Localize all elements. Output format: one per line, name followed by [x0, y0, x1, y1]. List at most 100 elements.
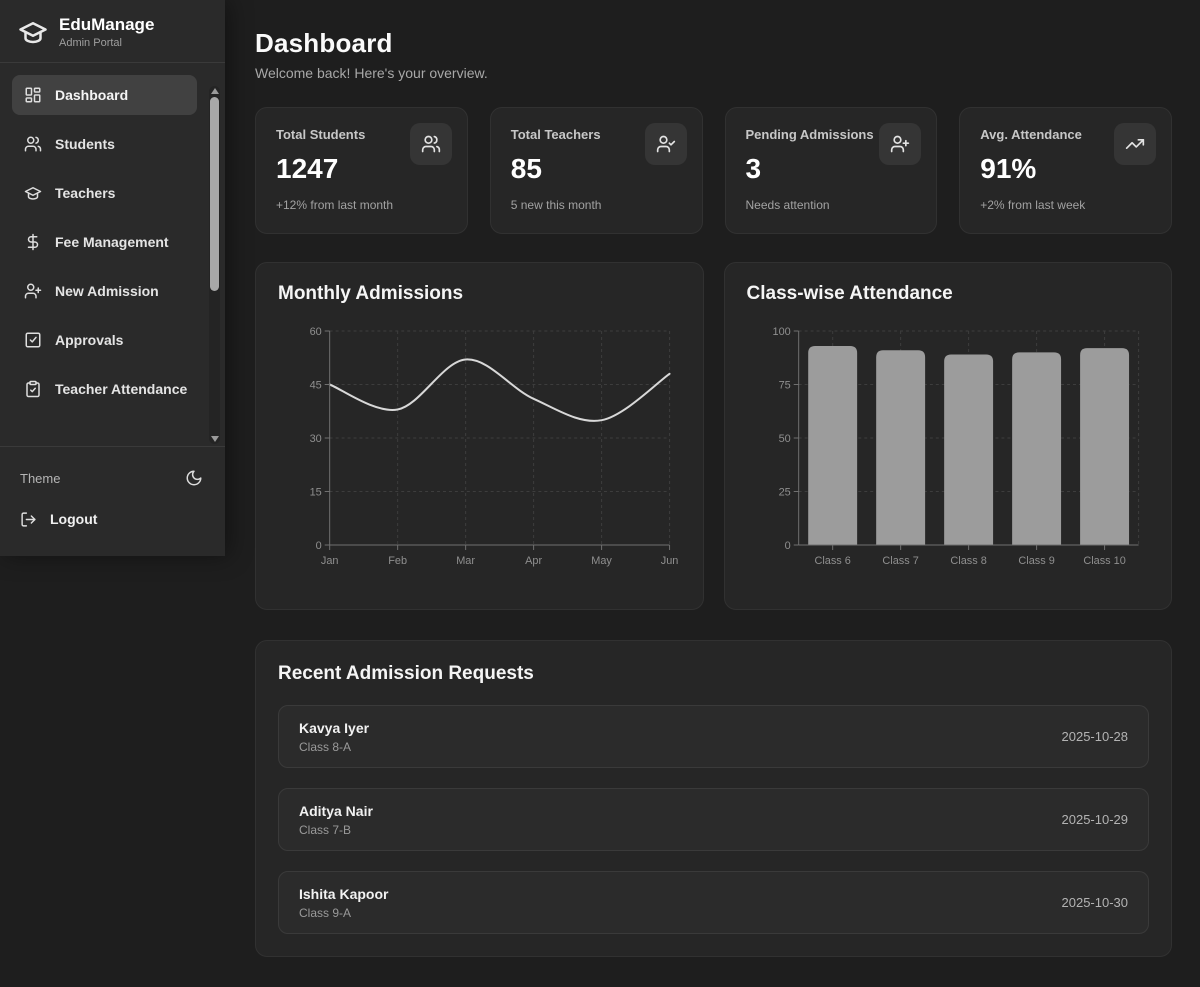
request-date: 2025-10-28	[1061, 729, 1129, 744]
svg-text:Class 9: Class 9	[1018, 555, 1054, 567]
main-content: Dashboard Welcome back! Here's your over…	[225, 0, 1200, 957]
sidebar-item-label: Dashboard	[55, 86, 129, 103]
user-check-icon	[644, 123, 687, 165]
svg-text:May: May	[591, 555, 612, 567]
theme-row: Theme	[20, 463, 205, 493]
layout-dashboard-icon	[24, 86, 42, 104]
stat-note: +12% from last month	[276, 198, 394, 212]
page-title: Dashboard	[255, 28, 393, 58]
svg-text:Mar: Mar	[456, 555, 475, 567]
stat-note: 5 new this month	[510, 198, 602, 212]
stat-label: Total Students	[276, 127, 366, 142]
app-subtitle: Admin Portal	[59, 36, 122, 49]
stat-card-total-students: Total Students 1247 +12% from last month	[255, 107, 468, 234]
logout-button[interactable]: Logout	[20, 503, 205, 535]
graduation-cap-icon	[24, 184, 42, 202]
svg-text:30: 30	[310, 433, 322, 445]
theme-toggle-button[interactable]	[183, 467, 205, 489]
svg-text:0: 0	[784, 540, 790, 552]
sidebar: EduManage Admin Portal Dashboard Student…	[0, 0, 225, 556]
admission-request-row[interactable]: Kavya Iyer Class 8-A 2025-10-28	[278, 705, 1149, 768]
scrollbar-up-arrow[interactable]	[210, 88, 219, 94]
stats-row: Total Students 1247 +12% from last month…	[255, 107, 1172, 234]
sidebar-item-label: Approvals	[55, 331, 124, 348]
users-icon	[24, 135, 42, 153]
sidebar-item-label: Fee Management	[55, 233, 169, 250]
sidebar-item-approvals[interactable]: Approvals	[12, 320, 197, 360]
users-icon	[409, 123, 452, 165]
request-name: Kavya Iyer	[299, 719, 370, 736]
stat-card-total-teachers: Total Teachers 85 5 new this month	[489, 107, 703, 234]
request-class: Class 9-A	[299, 905, 352, 920]
svg-text:Class 8: Class 8	[950, 555, 986, 567]
sidebar-item-students[interactable]: Students	[12, 124, 197, 164]
dollar-sign-icon	[24, 233, 42, 251]
sidebar-item-new-admission[interactable]: New Admission	[12, 271, 197, 311]
svg-text:25: 25	[778, 486, 790, 498]
svg-text:100: 100	[772, 326, 790, 338]
svg-text:50: 50	[778, 433, 790, 445]
user-plus-icon	[24, 282, 42, 300]
class-attendance-card: Class-wise Attendance 0 25 50 75 100 Class 6 C…	[723, 262, 1172, 610]
svg-text:Jan: Jan	[321, 555, 339, 567]
admission-request-row[interactable]: Ishita Kapoor Class 9-A 2025-10-30	[278, 871, 1149, 934]
stat-note: Needs attention	[745, 198, 830, 212]
stat-value: 91%	[980, 153, 1037, 184]
monthly-admissions-line-chart: 0 15 30 45 60 Jan Feb Mar Apr May Jun	[310, 326, 679, 567]
svg-text:Class 10: Class 10	[1083, 555, 1125, 567]
sidebar-item-teachers[interactable]: Teachers	[12, 173, 197, 213]
scrollbar-down-arrow[interactable]	[210, 436, 219, 442]
stat-card-avg-attendance: Avg. Attendance 91% +2% from last week	[959, 107, 1172, 234]
app-name: EduManage	[59, 15, 155, 34]
svg-text:Jun: Jun	[661, 555, 679, 567]
sidebar-item-dashboard[interactable]: Dashboard	[12, 74, 197, 115]
svg-text:Class 6: Class 6	[814, 555, 850, 567]
svg-text:60: 60	[310, 326, 322, 338]
stat-label: Total Teachers	[510, 127, 601, 142]
app-logo: EduManage Admin Portal	[0, 0, 225, 63]
monthly-admissions-card: Monthly Admissions 0 15 30 45 60 Jan Feb Mar Apr…	[255, 262, 704, 610]
trending-up-icon	[1114, 123, 1156, 165]
theme-label: Theme	[20, 470, 61, 486]
request-class: Class 8-A	[299, 739, 352, 754]
page-subtitle: Welcome back! Here's your overview.	[255, 65, 488, 81]
scrollbar-thumb[interactable]	[210, 97, 219, 291]
sidebar-scrollbar[interactable]	[209, 86, 220, 444]
request-class: Class 7-B	[299, 822, 352, 837]
svg-text:45: 45	[310, 379, 322, 391]
user-plus-icon	[879, 123, 922, 165]
sidebar-item-teacher-attendance[interactable]: Teacher Attendance	[12, 369, 197, 409]
class-attendance-bar-chart: 0 25 50 75 100 Class 6 Class 7 Class 8 Class 9 Cl…	[772, 326, 1139, 567]
chart-title: Monthly Admissions	[278, 283, 464, 304]
stat-card-pending-admissions: Pending Admissions 3 Needs attention	[724, 107, 938, 234]
svg-text:0: 0	[316, 540, 322, 552]
sidebar-item-label: New Admission	[55, 282, 159, 299]
sidebar-nav: Dashboard Students Teachers Fee Manageme…	[0, 63, 225, 409]
moon-icon	[185, 469, 203, 487]
recent-admissions-title: Recent Admission Requests	[278, 663, 534, 684]
logout-label: Logout	[50, 511, 98, 527]
svg-text:Feb: Feb	[388, 555, 407, 567]
sidebar-item-label: Teachers	[55, 184, 116, 201]
stat-note: +2% from last week	[980, 198, 1086, 212]
stat-label: Pending Admissions	[745, 127, 874, 142]
request-name: Aditya Nair	[299, 802, 373, 819]
stat-value: 3	[745, 153, 762, 184]
sidebar-item-label: Teacher Attendance	[55, 380, 188, 397]
stat-value: 1247	[276, 153, 339, 184]
request-name: Ishita Kapoor	[299, 885, 389, 902]
svg-text:75: 75	[778, 379, 790, 391]
stat-label: Avg. Attendance	[980, 127, 1082, 142]
sidebar-footer: Theme Logout	[0, 446, 225, 556]
graduation-cap-icon	[18, 17, 48, 47]
charts-row: Monthly Admissions 0 15 30 45 60 Jan Feb Mar Apr…	[255, 262, 1172, 610]
svg-text:Class 7: Class 7	[882, 555, 918, 567]
sidebar-item-fee-management[interactable]: Fee Management	[12, 222, 197, 262]
stat-value: 85	[510, 153, 542, 184]
sidebar-item-label: Students	[55, 135, 115, 152]
recent-admissions-card: Recent Admission Requests Kavya Iyer Cla…	[255, 640, 1172, 957]
request-date: 2025-10-30	[1061, 895, 1129, 910]
admission-request-row[interactable]: Aditya Nair Class 7-B 2025-10-29	[278, 788, 1149, 851]
svg-text:Apr: Apr	[525, 555, 542, 567]
svg-text:15: 15	[310, 486, 322, 498]
